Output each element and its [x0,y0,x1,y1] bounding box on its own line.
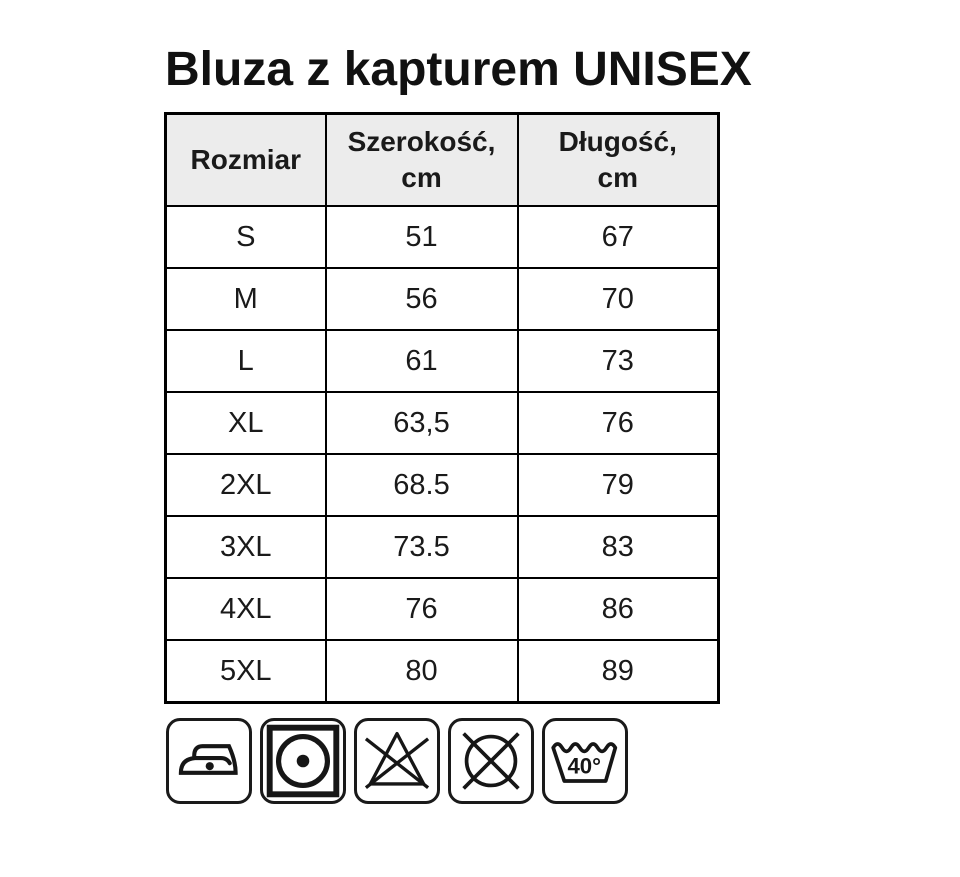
col-header-size-label: Rozmiar [190,144,301,175]
wash-temperature-label: 40° [567,754,601,779]
col-header-width-label: Szerokość, [347,126,496,157]
table-row: 5XL 80 89 [164,639,720,704]
wash-40-icon: 40° [542,718,628,804]
width-cell: 61 [324,329,519,393]
col-header-length: Długość, cm [516,112,720,207]
width-cell: 76 [324,577,519,641]
width-cell: 68.5 [324,453,519,517]
width-cell: 80 [324,639,519,704]
length-cell: 79 [516,453,720,517]
col-header-length-label: Długość, [558,126,677,157]
table-row: M 56 70 [164,267,720,331]
content-column: Bluza z kapturem UNISEX Rozmiar Szerokoś… [164,0,752,804]
size-cell: 5XL [164,639,327,704]
table-row: 2XL 68.5 79 [164,453,720,517]
iron-one-dot-icon [166,718,252,804]
length-cell: 73 [516,329,720,393]
col-header-size: Rozmiar [164,112,327,207]
size-cell: XL [164,391,327,455]
length-cell: 76 [516,391,720,455]
length-cell: 70 [516,267,720,331]
do-not-bleach-icon [354,718,440,804]
length-cell: 67 [516,205,720,269]
size-cell: 3XL [164,515,327,579]
table-row: L 61 73 [164,329,720,393]
size-cell: L [164,329,327,393]
size-table: Rozmiar Szerokość, cm Długość, cm S 51 [164,112,720,704]
size-cell: 2XL [164,453,327,517]
size-cell: S [164,205,327,269]
length-cell: 89 [516,639,720,704]
size-cell: M [164,267,327,331]
table-row: 3XL 73.5 83 [164,515,720,579]
length-cell: 83 [516,515,720,579]
length-cell: 86 [516,577,720,641]
col-header-width-unit: cm [401,162,442,193]
care-symbols-row: 40° [166,718,752,804]
width-cell: 73.5 [324,515,519,579]
page-title: Bluza z kapturem UNISEX [165,43,752,96]
table-row: S 51 67 [164,205,720,269]
table-row: XL 63,5 76 [164,391,720,455]
table-header-row: Rozmiar Szerokość, cm Długość, cm [164,112,720,207]
width-cell: 63,5 [324,391,519,455]
size-cell: 4XL [164,577,327,641]
table-row: 4XL 76 86 [164,577,720,641]
width-cell: 51 [324,205,519,269]
do-not-dry-clean-icon [448,718,534,804]
width-cell: 56 [324,267,519,331]
col-header-length-unit: cm [597,162,638,193]
tumble-dry-one-dot-icon [260,718,346,804]
col-header-width: Szerokość, cm [324,112,519,207]
